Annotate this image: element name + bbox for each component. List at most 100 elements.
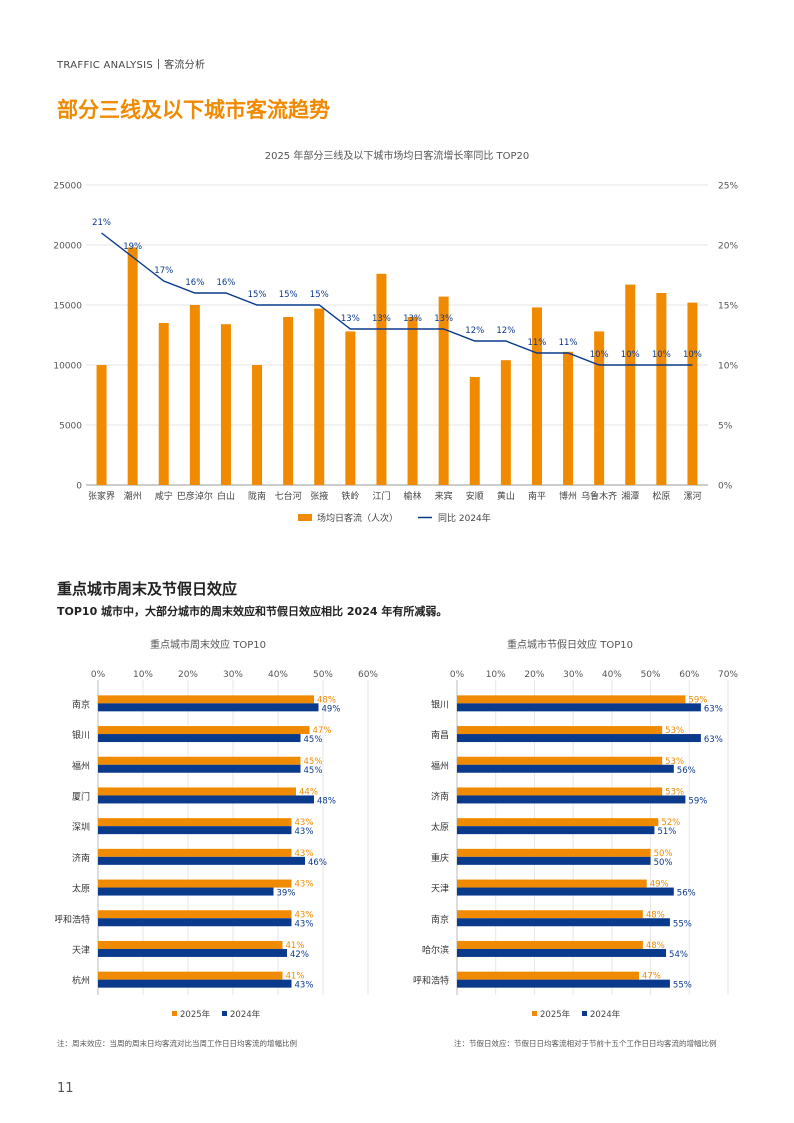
x-tick-label: 江门 — [372, 490, 390, 502]
x-tick-label: 博州 — [559, 490, 577, 502]
bar-2025 — [98, 787, 296, 796]
category-label: 天津 — [431, 884, 449, 895]
data-label-2025: 41% — [286, 941, 305, 951]
bar-2024 — [457, 734, 701, 743]
data-label-2024: 42% — [290, 950, 309, 960]
bar-2025 — [457, 879, 647, 888]
data-label-2025: 48% — [646, 910, 665, 920]
data-label-2025: 50% — [654, 849, 673, 859]
legend-bar-label: 场均日客流（人次） — [317, 512, 398, 524]
bar-2024 — [98, 979, 292, 988]
main-chart-title: 2025 年部分三线及以下城市场均日客流增长率同比 TOP20 — [264, 151, 530, 162]
legend-label-2025: 2025年 — [180, 1009, 211, 1020]
main-combo-chart: 0 5000 10000 15000 20000 25000 0% 5% 10% 15% 20% 25… — [53, 182, 738, 525]
y-left-tick-label: 5000 — [59, 422, 82, 432]
bar-2025 — [457, 971, 639, 980]
data-label-2024: 54% — [669, 950, 688, 960]
data-label-2024: 43% — [295, 827, 314, 837]
yoy-data-label: 12% — [465, 326, 484, 336]
x-tick-label: 铁岭 — [341, 490, 359, 502]
x-tick-label: 60% — [358, 670, 378, 680]
x-tick-label: 湘潭 — [621, 490, 639, 502]
category-label: 银川 — [431, 698, 449, 710]
category-label: 福州 — [431, 760, 449, 772]
holiday-effect-chart: 重点城市节假日效应 TOP10 0% 10% 20% 30% 40% 50% 60% 70% 银川… — [413, 638, 738, 1020]
data-label-2024: 56% — [677, 889, 696, 899]
data-label-2025: 53% — [665, 787, 684, 797]
bar-2025 — [457, 910, 643, 919]
bar-2024 — [457, 887, 674, 896]
running-header: TRAFFIC ANALYSIS 客流分析 — [57, 56, 205, 71]
x-tick-label: 巴彦淖尔 — [177, 490, 213, 502]
data-label-2024: 49% — [322, 704, 341, 714]
data-label-2025: 53% — [665, 726, 684, 736]
category-label: 天津 — [72, 945, 90, 956]
data-label-2024: 59% — [688, 796, 707, 806]
y-left-tick-label: 20000 — [53, 242, 82, 252]
category-label: 深圳 — [72, 822, 90, 833]
bar-2025 — [98, 818, 292, 827]
bar-2024 — [98, 918, 292, 927]
bar-2024 — [457, 703, 701, 712]
legend-swatch-2025 — [172, 1011, 177, 1016]
bar-2025 — [98, 910, 292, 919]
category-label: 厦门 — [72, 790, 90, 802]
bar-2024 — [98, 703, 319, 712]
bar-2025 — [98, 695, 314, 704]
bar-2024 — [98, 795, 314, 804]
data-label-2024: 45% — [304, 766, 323, 776]
x-tick-label: 松原 — [652, 490, 670, 502]
data-label-2025: 48% — [646, 941, 665, 951]
y-right-tick-label: 10% — [718, 362, 738, 372]
legend-swatch-2024 — [582, 1011, 587, 1016]
data-label-2025: 53% — [665, 757, 684, 767]
bar-2024 — [457, 979, 670, 988]
data-label-2024: 48% — [317, 796, 336, 806]
bar-daily-traffic — [252, 365, 263, 485]
data-label-2025: 52% — [661, 818, 680, 828]
x-tick-label: 黄山 — [497, 490, 515, 502]
x-tick-label: 20% — [524, 670, 544, 680]
x-tick-label: 安顺 — [466, 490, 484, 502]
bar-2024 — [457, 856, 651, 865]
bar-daily-traffic — [625, 284, 636, 485]
category-label: 呼和浩特 — [413, 975, 449, 987]
x-tick-label: 20% — [178, 670, 198, 680]
chart-title: 重点城市周末效应 TOP10 — [150, 638, 266, 651]
y-left-tick-label: 0 — [76, 482, 82, 492]
data-label-2024: 63% — [704, 735, 723, 745]
category-label: 银川 — [72, 729, 90, 741]
bar-daily-traffic — [189, 305, 200, 485]
y-left-tick-label: 10000 — [53, 362, 82, 372]
bar-2025 — [457, 695, 686, 704]
yoy-data-label: 10% — [621, 350, 640, 360]
bar-daily-traffic — [376, 273, 387, 485]
yoy-data-label: 19% — [123, 242, 142, 252]
x-tick-label: 漯河 — [683, 490, 701, 502]
x-tick-label: 50% — [641, 670, 661, 680]
x-tick-label: 南平 — [528, 490, 546, 502]
category-label: 济南 — [72, 852, 90, 864]
legend-swatch-2024 — [222, 1011, 227, 1016]
bar-daily-traffic — [158, 323, 169, 485]
bar-2025 — [457, 818, 659, 827]
page-number: 11 — [57, 1081, 74, 1096]
x-tick-label: 张掖 — [310, 490, 328, 502]
bar-2025 — [98, 726, 310, 735]
data-label-2024: 51% — [657, 827, 676, 837]
yoy-data-label: 10% — [590, 350, 609, 360]
bar-2024 — [98, 734, 301, 743]
header-divider — [158, 59, 160, 69]
header-section: 客流分析 — [164, 60, 206, 71]
x-tick-label: 七台河 — [275, 490, 302, 502]
data-label-2024: 55% — [673, 919, 692, 929]
data-label-2024: 39% — [277, 889, 296, 899]
yoy-data-label: 12% — [496, 326, 515, 336]
yoy-data-label: 16% — [185, 278, 204, 288]
data-label-2024: 56% — [677, 766, 696, 776]
bar-2024 — [457, 948, 667, 957]
bar-2024 — [457, 918, 670, 927]
category-label: 呼和浩特 — [55, 913, 90, 925]
category-label: 杭州 — [72, 975, 90, 987]
